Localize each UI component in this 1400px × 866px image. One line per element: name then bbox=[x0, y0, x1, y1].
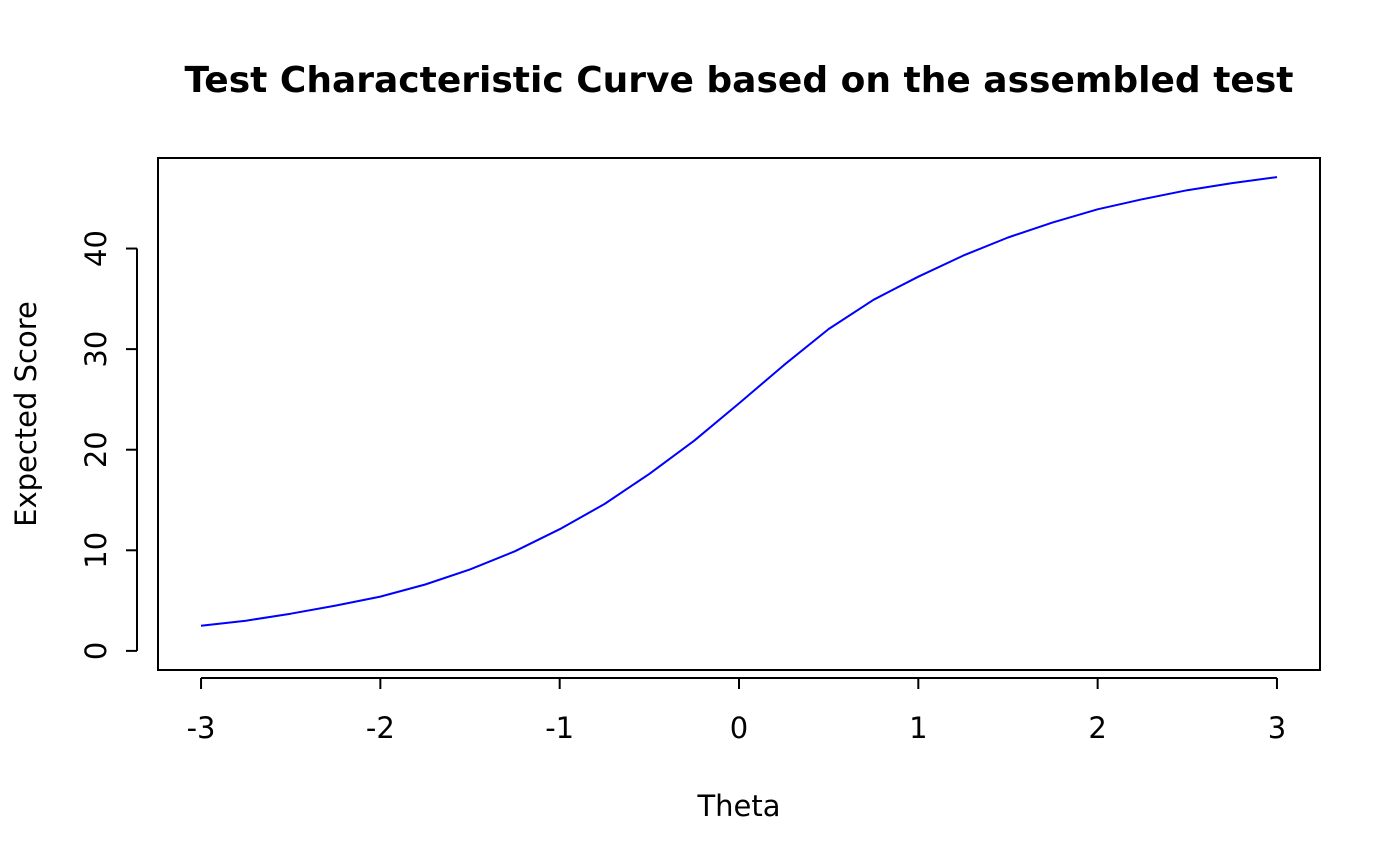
series-layer bbox=[200, 176, 1278, 627]
x-tick-label: -3 bbox=[187, 711, 216, 745]
series-line-0 bbox=[200, 176, 1278, 627]
y-axis: 0 10 20 30 40 bbox=[79, 230, 138, 660]
x-tick-label: 1 bbox=[909, 711, 927, 745]
x-axis: -3 -2 -1 0 1 2 3 bbox=[187, 677, 1286, 745]
y-tick-label: 10 bbox=[79, 532, 113, 569]
plot-area-box bbox=[157, 157, 1321, 671]
y-tick-label: 0 bbox=[79, 642, 113, 660]
x-tick-label: 0 bbox=[730, 711, 748, 745]
x-tick-label: 2 bbox=[1088, 711, 1106, 745]
chart-title: Test Characteristic Curve based on the a… bbox=[185, 60, 1294, 101]
x-tick-label: 3 bbox=[1268, 711, 1286, 745]
x-tick-label: -1 bbox=[545, 711, 574, 745]
y-tick-label: 30 bbox=[79, 331, 113, 368]
x-tick-label: -2 bbox=[366, 711, 395, 745]
y-tick-label: 40 bbox=[79, 230, 113, 267]
x-axis-label: Theta bbox=[696, 789, 780, 823]
y-axis-label: Expected Score bbox=[9, 301, 43, 527]
y-tick-label: 20 bbox=[79, 431, 113, 468]
